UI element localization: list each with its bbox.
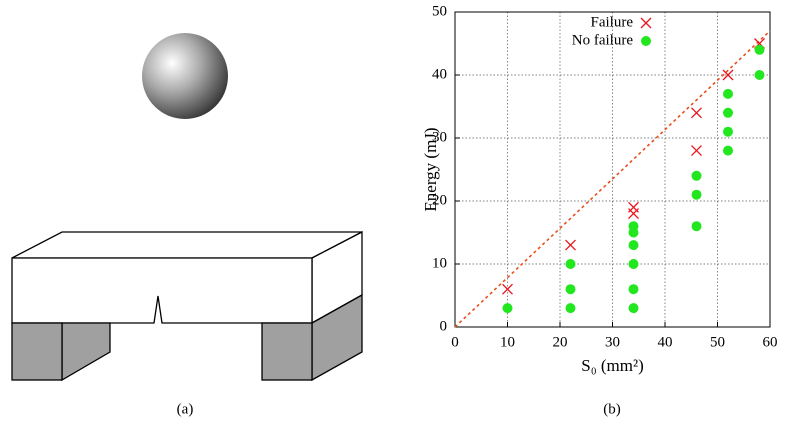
support-front	[261, 322, 313, 381]
data-point	[565, 284, 576, 295]
plot-frame	[454, 11, 771, 328]
y-tick-label: 0	[440, 318, 448, 334]
data-point	[628, 303, 639, 314]
data-point	[565, 303, 576, 314]
data-point	[691, 170, 702, 181]
data-point	[628, 284, 639, 295]
data-point	[723, 107, 733, 118]
data-point	[691, 189, 702, 200]
legend-label: Failure	[591, 14, 634, 30]
y-tick-label: 10	[432, 255, 447, 271]
legend-marker	[640, 17, 652, 29]
data-point	[722, 69, 734, 81]
x-tick-label: 60	[763, 334, 778, 350]
support-side	[61, 322, 111, 382]
x-tick-label: 0	[451, 334, 459, 350]
x-tick-label: 50	[710, 334, 725, 350]
x-axis-label: S₀ (mm²)	[581, 356, 644, 375]
x-tick-label: 20	[553, 334, 568, 350]
legend-marker	[641, 36, 651, 46]
data-point	[691, 107, 702, 119]
y-axis-label: Energy (mJ)	[421, 127, 440, 211]
y-tick-label: 40	[432, 66, 447, 82]
data-point	[502, 283, 513, 295]
block-top	[11, 231, 363, 259]
caption: (a)	[177, 401, 194, 417]
legend-label: No failure	[572, 32, 634, 48]
caption: (b)	[603, 401, 621, 417]
y-tick-label: 30	[432, 129, 447, 145]
block-front	[11, 257, 313, 324]
data-point	[628, 227, 639, 238]
data-point	[754, 70, 765, 80]
data-point	[628, 208, 639, 220]
data-point	[723, 126, 733, 137]
x-tick-label: 10	[500, 334, 515, 350]
sphere	[142, 33, 228, 119]
data-point	[628, 259, 639, 269]
data-point	[628, 240, 639, 251]
reference-line	[454, 30, 771, 328]
x-tick-label: 30	[605, 334, 620, 350]
y-tick-label: 50	[432, 3, 447, 19]
data-point	[754, 44, 765, 55]
x-tick-label: 40	[658, 334, 673, 350]
data-point	[565, 239, 576, 251]
data-point	[723, 145, 733, 156]
support-front	[11, 322, 63, 381]
impact-diagram	[11, 33, 363, 382]
data-point	[691, 145, 702, 157]
data-point	[565, 259, 576, 269]
data-point	[502, 303, 513, 314]
data-point	[691, 221, 702, 232]
scatter-chart: 0 10 20 30 40 50 60 0 10 20 30 40 50 S₀ (mm²) Energy (…	[421, 3, 778, 374]
data-point	[723, 88, 733, 99]
y-tick-label: 20	[432, 192, 447, 208]
